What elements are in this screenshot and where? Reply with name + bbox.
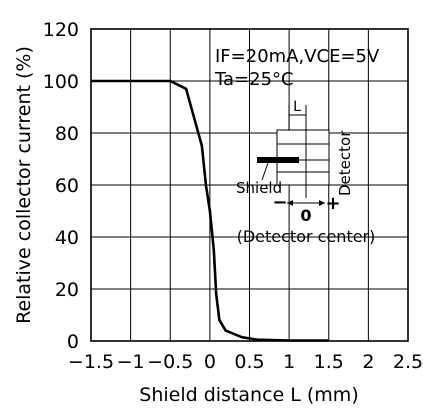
inset-l-label: L [293, 99, 301, 115]
x-tick-label: −0.5 [147, 351, 193, 373]
y-tick-label: 0 [67, 331, 79, 353]
inset-diagram: L Shield Detector − 0 + (Detector center… [236, 99, 375, 246]
shield-bar [257, 157, 299, 163]
y-tick-labels: 0 20 40 60 80 100 120 [43, 19, 79, 353]
condition-temperature: Ta=25°C [214, 69, 294, 90]
y-tick-label: 60 [55, 175, 79, 197]
y-tick-label: 120 [43, 19, 79, 41]
detector-label: Detector [336, 130, 354, 196]
condition-current-voltage: IF=20mA,VCE=5V [215, 46, 380, 67]
direction-plus: + [325, 193, 340, 214]
shield-label: Shield [236, 179, 282, 197]
x-tick-labels: −1.5 −1 −0.5 0 0.5 1 1.5 2 2.5 [68, 351, 423, 373]
x-tick-label: 2 [362, 351, 374, 373]
detector-center-label: (Detector center) [237, 227, 376, 246]
direction-zero: 0 [300, 206, 311, 225]
series-line [91, 79, 329, 342]
y-tick-label: 80 [55, 123, 79, 145]
plot-frame [90, 28, 409, 342]
direction-minus: − [272, 192, 287, 213]
y-tick-label: 20 [55, 279, 79, 301]
x-tick-label: 0 [204, 351, 216, 373]
y-tick-label: 40 [55, 227, 79, 249]
x-tick-label: 0.5 [234, 351, 264, 373]
x-tick-label: 1 [283, 351, 295, 373]
y-axis-label: Relative collector current (%) [13, 46, 35, 324]
x-tick-label: 2.5 [393, 351, 423, 373]
x-tick-label: −1.5 [68, 351, 114, 373]
x-tick-label: −1 [117, 351, 145, 373]
x-axis-label: Shield distance L (mm) [139, 384, 358, 406]
direction-arrow-left-head [287, 200, 293, 206]
y-tick-label: 100 [43, 71, 79, 93]
shield-leader [261, 162, 269, 181]
direction-arrow-right-head [319, 200, 325, 206]
x-tick-label: 1.5 [314, 351, 344, 373]
